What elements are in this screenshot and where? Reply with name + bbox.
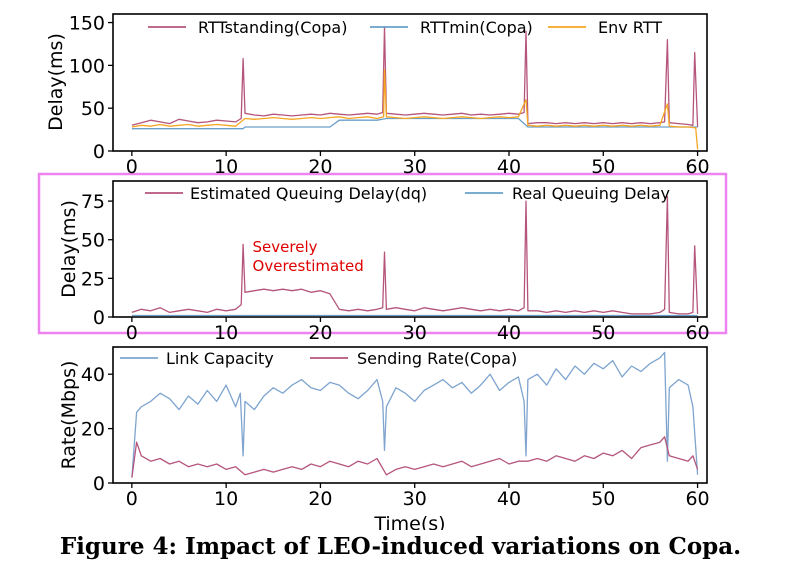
legend-label: Link Capacity xyxy=(166,349,274,368)
x-tick-label: 50 xyxy=(591,488,615,510)
series-line-3 xyxy=(131,69,699,150)
x-tick-label: 0 xyxy=(126,488,138,510)
y-tick-label: 150 xyxy=(69,13,105,35)
legend-label: RTTmin(Copa) xyxy=(420,18,533,37)
y-axis-label: Rate(Mbps) xyxy=(58,361,80,470)
highlight-box xyxy=(37,172,728,335)
x-tick-label: 10 xyxy=(214,322,238,344)
plot-frame xyxy=(112,13,708,152)
series-line-1 xyxy=(131,351,699,478)
y-tick-label: 50 xyxy=(81,230,105,252)
x-tick-label: 10 xyxy=(214,488,238,510)
plot-frame xyxy=(112,346,708,484)
figure-caption: Figure 4: Impact of LEO-induced variatio… xyxy=(59,533,742,560)
x-tick-label: 0 xyxy=(126,156,138,178)
x-tick-label: 60 xyxy=(685,488,709,510)
annotation-line-2: Overestimated xyxy=(253,257,364,275)
x-tick-label: 60 xyxy=(685,156,709,178)
series-line-2 xyxy=(131,436,699,478)
x-tick-label: 10 xyxy=(214,156,238,178)
annotation-line-1: Severely xyxy=(253,238,318,256)
x-tick-label: 40 xyxy=(497,488,521,510)
x-tick-label: 30 xyxy=(403,322,427,344)
figure-canvas: 0 10 20 30 40 50 60050100150Delay(ms)RTTstandi… xyxy=(37,13,728,530)
plot-frame xyxy=(112,180,708,318)
y-tick-label: 25 xyxy=(81,268,105,290)
y-tick-label: 75 xyxy=(81,191,105,213)
y-tick-label: 20 xyxy=(81,419,105,441)
x-tick-label: 40 xyxy=(497,322,521,344)
x-tick-label: 20 xyxy=(308,156,332,178)
y-axis-label: Delay(ms) xyxy=(45,33,67,131)
y-tick-label: 100 xyxy=(69,55,105,77)
x-tick-label: 0 xyxy=(126,322,138,344)
y-axis-label: Delay(ms) xyxy=(58,200,80,298)
x-tick-label: 20 xyxy=(308,488,332,510)
y-tick-label: 0 xyxy=(93,473,105,495)
legend-label: RTTstanding(Copa) xyxy=(198,18,347,37)
x-tick-label: 40 xyxy=(497,156,521,178)
x-tick-label: 50 xyxy=(591,322,615,344)
x-tick-label: 20 xyxy=(308,322,332,344)
legend-label: Env RTT xyxy=(598,18,662,37)
y-tick-label: 0 xyxy=(93,141,105,163)
x-axis-label: Time(s) xyxy=(373,513,445,530)
x-tick-label: 30 xyxy=(403,156,427,178)
legend-label: Sending Rate(Copa) xyxy=(357,349,517,368)
panel-rate: 0 10 20 30 40 50 6002040Rate(Mbps)Time(s)Link … xyxy=(58,346,710,530)
x-tick-label: 50 xyxy=(591,156,615,178)
legend-label: Estimated Queuing Delay(dq) xyxy=(190,184,427,203)
legend-label: Real Queuing Delay xyxy=(512,184,670,203)
series-line-1 xyxy=(131,195,699,315)
y-tick-label: 50 xyxy=(81,98,105,120)
series-line-1 xyxy=(131,26,699,128)
x-tick-label: 60 xyxy=(685,322,709,344)
x-tick-label: 30 xyxy=(403,488,427,510)
y-tick-label: 40 xyxy=(81,364,105,386)
y-tick-label: 0 xyxy=(93,307,105,329)
